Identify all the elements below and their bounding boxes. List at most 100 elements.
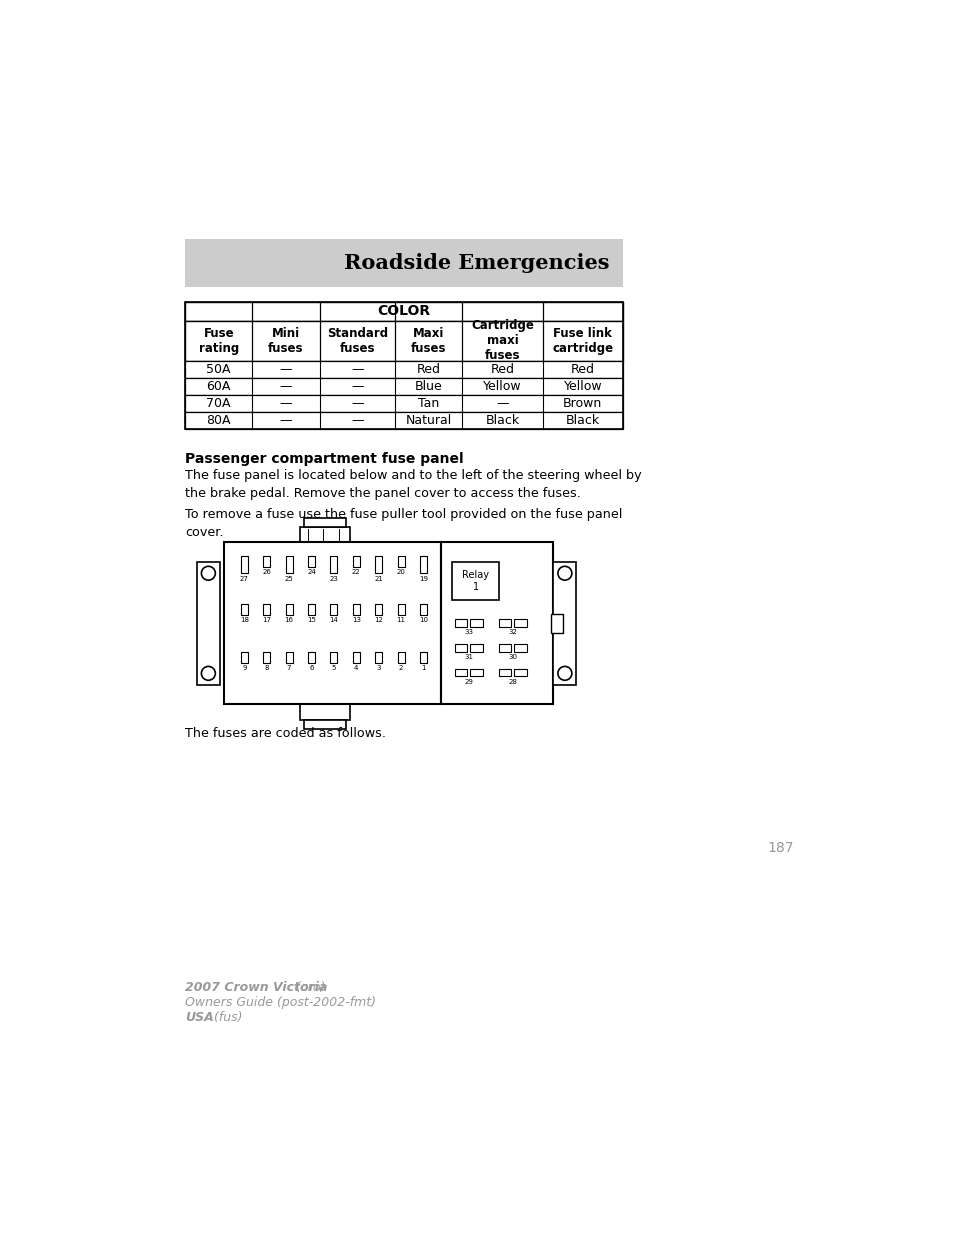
- Bar: [240, 604, 248, 615]
- Text: 28: 28: [508, 679, 517, 684]
- Bar: [397, 652, 404, 662]
- Bar: [455, 645, 467, 652]
- Text: —: —: [351, 396, 363, 410]
- Text: —: —: [279, 396, 292, 410]
- Bar: [440, 542, 553, 704]
- Bar: [375, 556, 382, 573]
- Text: 22: 22: [352, 569, 360, 576]
- Text: 50A: 50A: [206, 363, 231, 375]
- Text: 12: 12: [374, 618, 383, 624]
- Text: 11: 11: [396, 618, 405, 624]
- Bar: [455, 668, 467, 677]
- Text: 29: 29: [464, 679, 473, 684]
- Bar: [299, 704, 350, 720]
- Text: Fuse
rating: Fuse rating: [198, 327, 238, 354]
- Bar: [185, 303, 622, 321]
- Circle shape: [201, 567, 215, 580]
- Bar: [185, 395, 622, 412]
- Bar: [498, 645, 511, 652]
- Text: —: —: [351, 380, 363, 393]
- Text: 187: 187: [766, 841, 793, 855]
- Bar: [185, 361, 622, 378]
- Bar: [285, 604, 293, 615]
- Text: Red: Red: [570, 363, 594, 375]
- Bar: [498, 620, 511, 627]
- Text: 15: 15: [307, 618, 315, 624]
- Text: 26: 26: [262, 569, 271, 576]
- Bar: [397, 556, 404, 567]
- Text: Brown: Brown: [562, 396, 601, 410]
- Text: Mini
fuses: Mini fuses: [268, 327, 303, 354]
- Bar: [308, 652, 314, 662]
- Bar: [330, 652, 337, 662]
- Bar: [330, 604, 337, 615]
- Text: 10: 10: [418, 618, 428, 624]
- Bar: [353, 556, 359, 567]
- Bar: [375, 604, 382, 615]
- Circle shape: [558, 567, 571, 580]
- Text: Blue: Blue: [415, 380, 442, 393]
- Text: Maxi
fuses: Maxi fuses: [411, 327, 446, 354]
- Text: —: —: [351, 414, 363, 427]
- Bar: [397, 604, 404, 615]
- Text: 14: 14: [329, 618, 338, 624]
- Text: Passenger compartment fuse panel: Passenger compartment fuse panel: [185, 452, 463, 467]
- Text: 27: 27: [240, 576, 249, 582]
- Text: (cro): (cro): [292, 981, 325, 994]
- Bar: [353, 652, 359, 662]
- Bar: [299, 527, 350, 542]
- Text: Red: Red: [490, 363, 514, 375]
- Text: Black: Black: [485, 414, 519, 427]
- Text: 30: 30: [508, 655, 517, 659]
- Bar: [263, 556, 270, 567]
- Text: —: —: [279, 414, 292, 427]
- Text: Yellow: Yellow: [482, 380, 521, 393]
- Text: 23: 23: [329, 576, 338, 582]
- Bar: [304, 517, 345, 527]
- Text: 7: 7: [287, 664, 291, 671]
- Text: 25: 25: [285, 576, 294, 582]
- Text: 17: 17: [262, 618, 271, 624]
- Text: Cartridge
maxi
fuses: Cartridge maxi fuses: [471, 319, 534, 362]
- Bar: [514, 645, 526, 652]
- Bar: [419, 652, 427, 662]
- Text: Relay
1: Relay 1: [462, 571, 489, 592]
- Text: 60A: 60A: [207, 380, 231, 393]
- Bar: [419, 604, 427, 615]
- Text: 70A: 70A: [206, 396, 231, 410]
- Bar: [185, 412, 622, 430]
- Bar: [470, 645, 482, 652]
- Circle shape: [201, 667, 215, 680]
- Text: Red: Red: [416, 363, 440, 375]
- Text: 18: 18: [239, 618, 249, 624]
- Text: Black: Black: [565, 414, 599, 427]
- Text: Yellow: Yellow: [563, 380, 601, 393]
- Text: 20: 20: [396, 569, 405, 576]
- Text: Natural: Natural: [405, 414, 452, 427]
- Bar: [185, 378, 622, 395]
- Text: 24: 24: [307, 569, 315, 576]
- Text: 2007 Crown Victoria: 2007 Crown Victoria: [185, 981, 327, 994]
- Bar: [285, 652, 293, 662]
- Text: 6: 6: [309, 664, 314, 671]
- Bar: [185, 321, 622, 361]
- Circle shape: [558, 667, 571, 680]
- Bar: [514, 620, 526, 627]
- Bar: [419, 556, 427, 573]
- Text: 21: 21: [374, 576, 383, 582]
- Bar: [470, 620, 482, 627]
- Text: To remove a fuse use the fuse puller tool provided on the fuse panel
cover.: To remove a fuse use the fuse puller too…: [185, 508, 622, 538]
- Bar: [185, 240, 622, 287]
- Bar: [185, 303, 622, 430]
- Text: 19: 19: [418, 576, 428, 582]
- Bar: [308, 604, 314, 615]
- Text: 80A: 80A: [206, 414, 231, 427]
- Bar: [353, 604, 359, 615]
- Bar: [470, 668, 482, 677]
- Bar: [285, 556, 293, 573]
- Text: The fuse panel is located below and to the left of the steering wheel by
the bra: The fuse panel is located below and to t…: [185, 469, 641, 500]
- Bar: [553, 562, 576, 685]
- Text: 5: 5: [332, 664, 335, 671]
- Bar: [308, 556, 314, 567]
- Text: Fuse link
cartridge: Fuse link cartridge: [552, 327, 613, 354]
